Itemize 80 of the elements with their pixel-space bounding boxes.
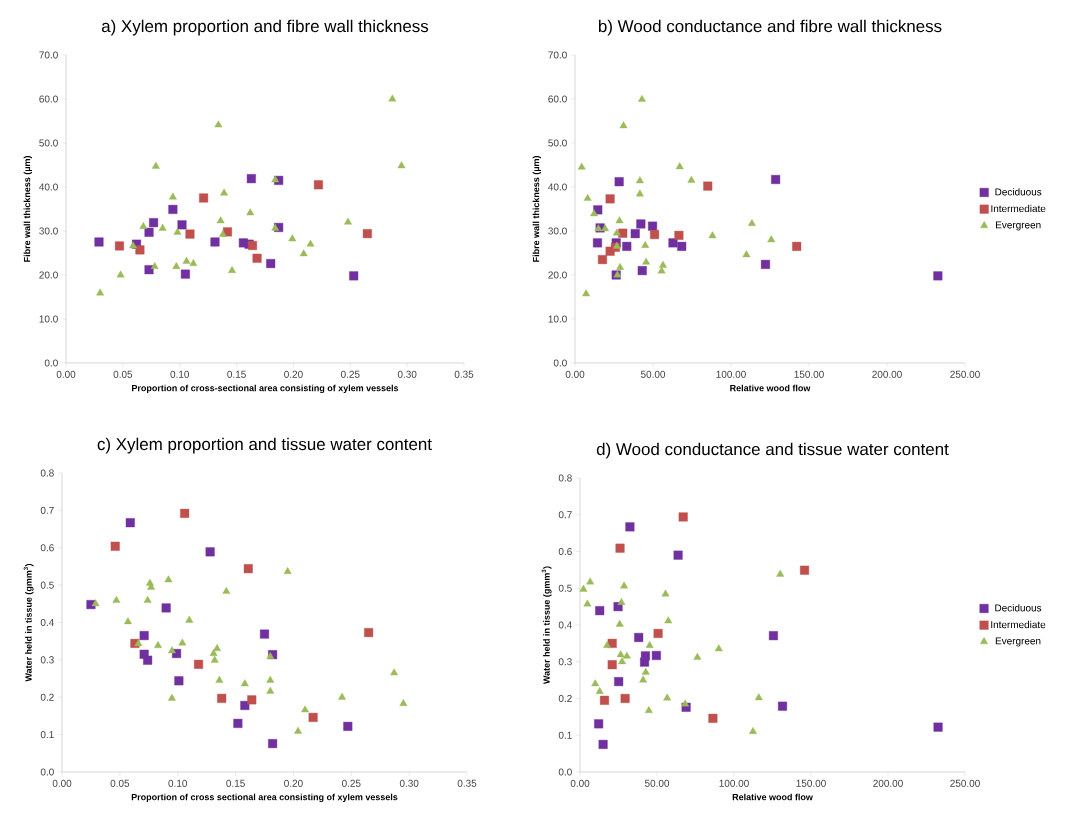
x-tick-label: 0.00 bbox=[565, 370, 585, 378]
y-tick-label: 0.2 bbox=[40, 693, 54, 701]
x-tick-label: 0.00 bbox=[56, 370, 76, 378]
y-tick-label: 0.5 bbox=[40, 581, 54, 589]
legend-label: Intermediate bbox=[991, 204, 1046, 213]
y-tick-label: 20.0 bbox=[548, 271, 567, 279]
legend-label: Intermediate bbox=[991, 620, 1046, 629]
y-tick-label: 0.0 bbox=[553, 359, 567, 367]
y-tick-label: 10.0 bbox=[39, 315, 58, 323]
x-tick-label: 0.25 bbox=[341, 779, 361, 787]
x-tick-label: 0.20 bbox=[284, 370, 303, 378]
y-tick-label: 50.0 bbox=[548, 139, 567, 147]
x-tick-label: 50.00 bbox=[644, 779, 670, 787]
y-tick-label: 0.3 bbox=[40, 656, 54, 664]
y-tick-label: 0.7 bbox=[558, 511, 572, 519]
legend-label: Deciduous bbox=[995, 604, 1042, 612]
x-axis-title: Relative wood flow bbox=[730, 384, 811, 392]
x-axis-title: Relative wood flow bbox=[732, 793, 813, 801]
x-tick-label: 0.35 bbox=[454, 370, 474, 378]
x-tick-label: 0.20 bbox=[284, 779, 303, 787]
x-tick-label: 150.00 bbox=[794, 370, 824, 378]
y-tick-label: 60.0 bbox=[39, 95, 58, 103]
y-tick-label: 0.3 bbox=[558, 658, 572, 666]
x-tick-label: 0.05 bbox=[110, 779, 130, 787]
y-tick-label: 0.2 bbox=[558, 694, 572, 703]
y-tick-label: 0.6 bbox=[558, 547, 572, 556]
y-tick-label: 0.6 bbox=[40, 544, 54, 552]
y-axis-title: Fibre wall thickness (µm) bbox=[532, 156, 541, 262]
x-tick-label: 0.30 bbox=[397, 370, 417, 378]
x-tick-label: 0.05 bbox=[113, 370, 133, 378]
y-tick-label: 30.0 bbox=[39, 227, 58, 235]
legend-label: Evergreen bbox=[995, 637, 1041, 647]
x-tick-label: 0.35 bbox=[457, 779, 477, 787]
y-tick-label: 0.8 bbox=[40, 469, 54, 477]
y-tick-label: 0.0 bbox=[558, 768, 572, 776]
y-tick-label: 60.0 bbox=[548, 95, 567, 103]
legend-label: Deciduous bbox=[995, 188, 1042, 196]
y-tick-label: 10.0 bbox=[548, 315, 567, 323]
x-tick-label: 200.00 bbox=[873, 779, 903, 787]
y-tick-label: 70.0 bbox=[548, 51, 567, 59]
x-tick-label: 0.30 bbox=[399, 779, 419, 787]
x-tick-label: 0.10 bbox=[168, 779, 188, 787]
x-tick-label: 250.00 bbox=[950, 779, 980, 787]
y-tick-label: 0.5 bbox=[558, 584, 572, 592]
x-tick-label: 100.00 bbox=[719, 779, 749, 787]
y-axis-title: Fibre wall thickness (µm) bbox=[23, 156, 32, 262]
x-axis-title: Proportion of cross-sectional area consisting of xylem vessels bbox=[132, 384, 399, 394]
x-axis-title: Proportion of cross sectional area consisting of xylem vessels bbox=[131, 793, 398, 803]
x-tick-label: 200.00 bbox=[872, 370, 902, 378]
y-tick-label: 20.0 bbox=[39, 271, 58, 279]
x-tick-label: 50.00 bbox=[640, 370, 666, 378]
chart-title: b) Wood conductance and fibre wall thickness bbox=[598, 19, 942, 36]
x-tick-label: 0.10 bbox=[170, 370, 190, 378]
y-tick-label: 0.1 bbox=[40, 731, 54, 739]
y-tick-label: 30.0 bbox=[548, 227, 567, 235]
x-tick-label: 0.00 bbox=[52, 779, 72, 787]
y-tick-label: 0.4 bbox=[40, 618, 54, 627]
y-tick-label: 0.0 bbox=[40, 768, 54, 776]
x-tick-label: 100.00 bbox=[716, 370, 746, 378]
y-tick-label: 0.8 bbox=[558, 474, 572, 482]
y-tick-label: 0.1 bbox=[558, 731, 572, 739]
y-tick-label: 70.0 bbox=[39, 51, 58, 59]
chart-title: a) Xylem proportion and fibre wall thickness bbox=[101, 19, 429, 36]
y-tick-label: 0.4 bbox=[558, 621, 572, 629]
y-tick-label: 0.0 bbox=[44, 359, 58, 367]
chart-title: c) Xylem proportion and tissue water content bbox=[97, 437, 432, 454]
x-tick-label: 0.25 bbox=[340, 370, 360, 378]
x-tick-label: 150.00 bbox=[796, 779, 826, 787]
x-tick-label: 0.00 bbox=[570, 779, 590, 787]
y-tick-label: 40.0 bbox=[39, 183, 58, 191]
y-tick-label: 50.0 bbox=[39, 139, 58, 147]
legend-label: Evergreen bbox=[996, 221, 1041, 231]
x-tick-label: 250.00 bbox=[950, 370, 980, 378]
x-tick-label: 0.15 bbox=[226, 779, 245, 787]
y-tick-label: 0.7 bbox=[40, 506, 54, 514]
y-axis-title: Water held in tissue (gmm$^{3}$) bbox=[23, 563, 34, 682]
chart-title: d) Wood conductance and tissue water content bbox=[596, 442, 949, 459]
y-axis-title: Water held in tissue (gmm$^{3}$) bbox=[541, 566, 552, 685]
x-tick-label: 0.15 bbox=[227, 370, 246, 378]
y-tick-label: 40.0 bbox=[548, 183, 567, 191]
